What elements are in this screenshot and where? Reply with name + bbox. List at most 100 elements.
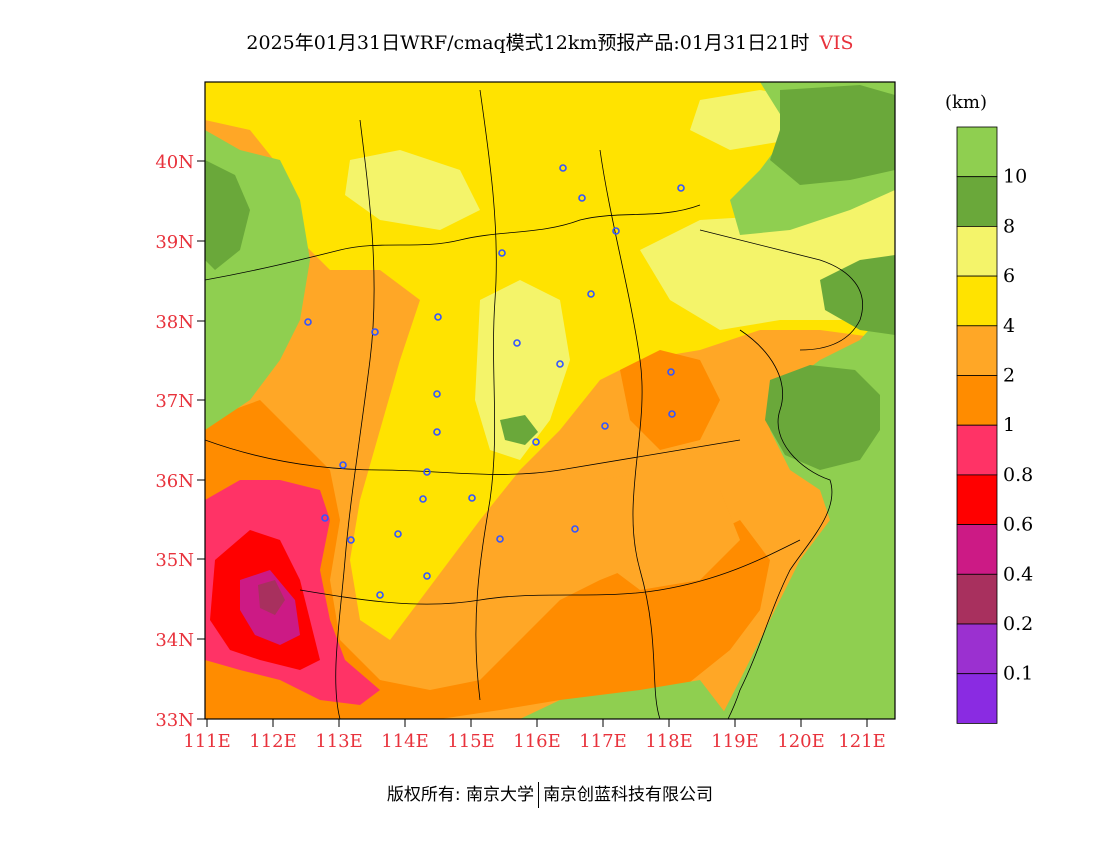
lat-label: 36N — [155, 471, 194, 492]
city-marker — [371, 328, 379, 336]
lon-label: 112E — [249, 731, 297, 752]
lat-label: 40N — [155, 152, 194, 173]
field-lightyellow-6-8km-north — [345, 150, 480, 230]
legend-swatch — [956, 275, 998, 327]
city-marker — [321, 514, 329, 522]
legend-swatch — [956, 623, 998, 675]
legend-swatch — [956, 325, 998, 376]
latitude-axis: 40N 39N 38N 37N 36N 35N 34N 33N — [155, 152, 205, 731]
city-marker — [513, 339, 521, 347]
legend-label: 2 — [1003, 365, 1015, 387]
lon-label: 116E — [513, 731, 561, 752]
boundary-line — [335, 119, 375, 719]
lon-label: 117E — [579, 731, 627, 752]
lon-label: 114E — [381, 731, 429, 752]
lon-label: 113E — [315, 731, 363, 752]
legend-swatches — [956, 126, 998, 724]
legend-label: 0.6 — [1003, 514, 1033, 536]
field-lightorange-patch — [590, 470, 740, 590]
field-orange-1-2km — [205, 400, 770, 719]
legend-swatch — [956, 375, 998, 426]
legend-label: 0.2 — [1003, 613, 1033, 635]
title-main: 2025年01月31日WRF/cmaq模式12km预报产品:01月31日21时 — [246, 32, 810, 54]
field-darkgreen-northeast — [770, 85, 895, 185]
city-marker — [394, 530, 402, 538]
legend-label: 0.8 — [1003, 464, 1033, 486]
city-marker — [532, 438, 540, 446]
visibility-field — [205, 82, 895, 719]
field-darkgreen-bohai — [820, 255, 895, 335]
field-darkgreen-center — [500, 415, 538, 445]
city-marker — [376, 591, 384, 599]
lon-label: 121E — [838, 731, 886, 752]
boundary-line — [299, 539, 801, 605]
legend-swatch — [956, 524, 998, 575]
field-darkmagenta-0.2-0.4km — [258, 580, 285, 615]
city-marker — [496, 535, 504, 543]
title-variable: VIS — [819, 32, 854, 54]
city-marker — [668, 410, 676, 418]
legend-label: 10 — [1003, 166, 1027, 188]
city-marker — [498, 249, 506, 257]
boundary-line — [205, 204, 701, 281]
field-green-south — [520, 680, 730, 719]
legend-label: 6 — [1003, 265, 1015, 287]
city-marker — [601, 422, 609, 430]
legend-label: 8 — [1003, 215, 1015, 237]
city-marker — [559, 164, 567, 172]
map-title: 2025年01月31日WRF/cmaq模式12km预报产品:01月31日21时 V… — [0, 28, 1100, 55]
city-marker — [578, 194, 586, 202]
city-marker — [468, 494, 476, 502]
city-marker — [423, 572, 431, 580]
copyright-footer: 版权所有: 南京大学 南京创蓝科技有限公司 — [0, 780, 1100, 808]
lon-label: 115E — [447, 731, 495, 752]
coastline — [727, 329, 833, 719]
city-marker — [304, 318, 312, 326]
legend-swatch — [956, 176, 998, 227]
longitude-axis: 111E 112E 113E 114E 115E 116E 117E 118E … — [183, 719, 886, 752]
province-boundaries — [205, 89, 863, 719]
legend-swatch — [956, 225, 998, 277]
city-marker — [423, 468, 431, 476]
lat-label: 35N — [155, 550, 194, 571]
legend-swatch — [956, 474, 998, 525]
city-marker — [339, 461, 347, 469]
legend-label: 0.1 — [1003, 663, 1033, 685]
legend-labels: 10 8 6 4 2 1 0.8 0.6 0.4 0.2 0.1 — [1003, 166, 1033, 685]
field-darkgreen-shandong — [765, 365, 880, 470]
lat-label: 38N — [155, 312, 194, 333]
lon-label: 119E — [711, 731, 759, 752]
coastline — [699, 229, 863, 351]
legend-label: 4 — [1003, 315, 1015, 337]
city-marker — [556, 360, 564, 368]
color-legend: (km) 10 8 6 4 2 1 0.8 0.6 0.4 0.2 0.1 — [945, 92, 1033, 724]
boundary-line — [475, 89, 497, 701]
legend-label: 0.4 — [1003, 563, 1033, 585]
lat-label: 39N — [155, 232, 194, 253]
boundary-line — [205, 439, 741, 475]
legend-swatch — [956, 424, 998, 476]
boundary-line — [599, 149, 661, 719]
city-marker — [433, 428, 441, 436]
city-marker — [571, 525, 579, 533]
lat-label: 34N — [155, 630, 194, 651]
lat-label: 37N — [155, 391, 194, 412]
copyright-left: 版权所有: 南京大学 — [386, 785, 535, 805]
lon-label: 120E — [777, 731, 825, 752]
legend-label: 1 — [1003, 414, 1015, 436]
copyright-right: 南京创蓝科技有限公司 — [543, 785, 714, 805]
legend-swatch — [956, 573, 998, 625]
lon-label: 118E — [645, 731, 693, 752]
copyright-separator — [538, 782, 540, 808]
legend-swatch — [956, 673, 998, 724]
city-stations — [304, 164, 685, 599]
legend-unit: (km) — [945, 92, 987, 113]
city-marker — [667, 368, 675, 376]
lat-label: 33N — [155, 710, 194, 731]
legend-swatch — [956, 126, 998, 178]
city-marker — [433, 390, 441, 398]
field-darkgreen-west — [205, 160, 250, 270]
city-marker — [419, 495, 427, 503]
lon-label: 111E — [183, 731, 231, 752]
city-marker — [587, 290, 595, 298]
